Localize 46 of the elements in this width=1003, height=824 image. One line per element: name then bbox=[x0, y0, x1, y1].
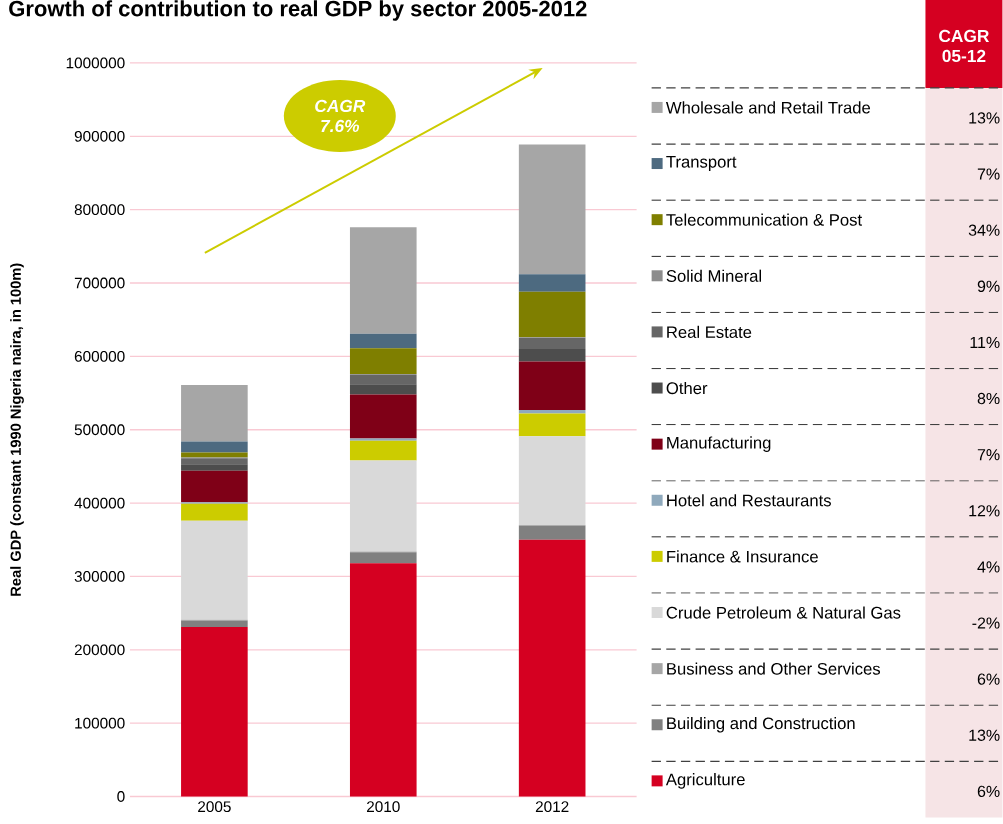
legend-label: Real Estate bbox=[667, 326, 752, 339]
y-tick-label: 900000 bbox=[74, 131, 125, 142]
legend-label: Agriculture bbox=[665, 773, 745, 789]
text: 11% bbox=[970, 337, 1000, 349]
y-tick-label: 0 bbox=[117, 791, 125, 803]
y-tick-label: 600000 bbox=[74, 351, 125, 363]
text: 34% bbox=[968, 224, 1000, 237]
y-tick-label: 100000 bbox=[75, 717, 125, 729]
text: CAGR bbox=[939, 30, 990, 43]
text: 05-12 bbox=[942, 50, 986, 63]
annotation: CAGR bbox=[315, 100, 366, 113]
text: 6% bbox=[977, 673, 1000, 686]
text: 9% bbox=[977, 280, 1000, 293]
text: 6% bbox=[977, 785, 1000, 798]
legend-label: Wholesale and Retail Trade bbox=[665, 101, 871, 114]
legend-label: Other bbox=[666, 382, 708, 395]
chart-title: Growth of contribution to real GDP by sector 2005-2012 bbox=[9, 0, 587, 21]
legend-label: Building and Construction bbox=[667, 717, 855, 733]
y-tick-label: 800000 bbox=[74, 204, 125, 216]
y-tick-label: 200000 bbox=[74, 644, 125, 656]
legend-label: Transport bbox=[666, 156, 737, 172]
annotation: 7.6% bbox=[321, 120, 360, 133]
text: 13% bbox=[969, 729, 1000, 742]
legend-label: Crude Petroleum & Natural Gas bbox=[666, 606, 901, 619]
y-tick-label: 300000 bbox=[74, 571, 125, 583]
y-tick-label: 400000 bbox=[74, 497, 125, 509]
text: 7% bbox=[977, 449, 1000, 461]
text: -2% bbox=[972, 617, 1000, 629]
text: 8% bbox=[977, 393, 1000, 405]
legend-label: Solid Mineral bbox=[666, 269, 762, 283]
text: 13% bbox=[969, 112, 1000, 124]
y-axis-title: Real GDP (constant 1990 Nigeria naira, in 100m) bbox=[10, 263, 24, 596]
x-tick-label: 2005 bbox=[198, 801, 231, 813]
text: 7% bbox=[977, 168, 1000, 180]
x-tick-label: 2012 bbox=[535, 801, 569, 813]
legend-label: Hotel and Restaurants bbox=[667, 494, 831, 507]
legend-label: Manufacturing bbox=[667, 436, 771, 453]
text: 4% bbox=[977, 561, 1000, 573]
y-tick-label: 1000000 bbox=[66, 57, 125, 69]
legend-label: Finance & Insurance bbox=[667, 550, 818, 563]
y-tick-label: 700000 bbox=[74, 277, 125, 289]
legend-label: Business and Other Services bbox=[667, 662, 881, 675]
y-tick-label: 500000 bbox=[74, 424, 125, 436]
x-tick-label: 2010 bbox=[367, 801, 400, 813]
legend-label: Telecommunication & Post bbox=[666, 213, 862, 227]
text: 12% bbox=[969, 505, 1000, 517]
